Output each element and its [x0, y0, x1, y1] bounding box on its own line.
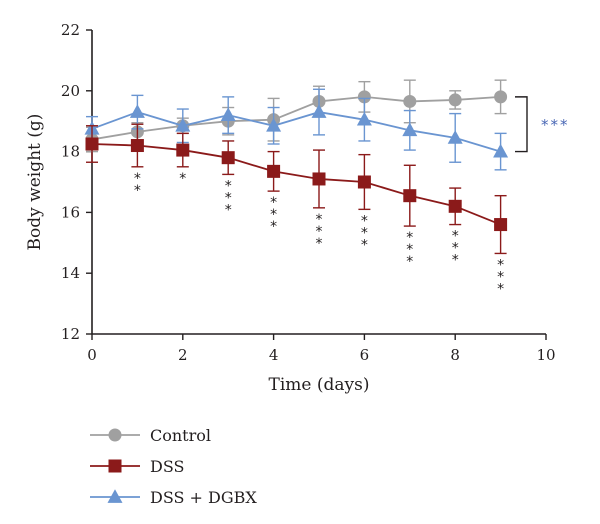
significance-star: *	[270, 207, 277, 223]
legend-swatch-marker	[107, 489, 123, 503]
y-tick-label: 16	[61, 203, 80, 221]
data-point	[357, 175, 371, 189]
significance-star: *	[497, 257, 504, 273]
data-point	[267, 164, 281, 178]
data-point	[494, 218, 508, 232]
data-point	[176, 143, 190, 157]
data-point	[447, 130, 463, 144]
significance-star: *	[225, 190, 232, 206]
data-point	[402, 122, 418, 137]
legend-swatch-marker	[108, 428, 122, 442]
significance-star: *	[406, 254, 413, 270]
significance-marker: ***	[452, 229, 459, 269]
legend-label: DSS	[150, 457, 184, 476]
significance-marker: ***	[316, 212, 323, 252]
y-axis-title: Body weight (g)	[25, 114, 45, 251]
significance-bracket: ***	[515, 96, 570, 153]
significance-star: *	[452, 241, 459, 257]
significance-marker: ***	[225, 178, 232, 218]
bracket-label: ***	[541, 116, 570, 134]
data-point	[357, 90, 371, 104]
significance-marker: ***	[361, 213, 368, 253]
series-layer	[84, 79, 509, 255]
data-point	[312, 172, 326, 186]
data-point	[175, 117, 191, 132]
significance-star: *	[316, 224, 323, 240]
data-point	[311, 104, 327, 118]
legend-label: DSS + DGBX	[150, 488, 257, 507]
significance-star: *	[452, 229, 459, 245]
significance-marker: ***	[406, 230, 413, 270]
significance-marker: ***	[497, 257, 504, 297]
data-point	[448, 199, 462, 213]
data-point	[220, 107, 236, 121]
significance-star: *	[452, 253, 459, 269]
legend: Control DSS DSS + DGBX	[90, 426, 257, 507]
significance-star: *	[134, 183, 141, 199]
significance-marker: **	[134, 171, 141, 199]
significance-star: *	[361, 237, 368, 253]
data-point	[221, 151, 235, 165]
significance-layer: *** *** *** ****** ****** ***	[134, 171, 504, 298]
series-dss	[85, 123, 508, 255]
legend-item: DSS	[90, 457, 184, 476]
x-tick-label: 6	[360, 346, 370, 364]
x-tick-label: 10	[536, 346, 555, 364]
legend-item: DSS + DGBX	[90, 488, 257, 507]
y-tick-label: 20	[61, 82, 80, 100]
data-point	[493, 143, 509, 158]
y-tick-label: 12	[61, 325, 80, 343]
bracket-line	[515, 96, 528, 153]
significance-star: *	[361, 213, 368, 229]
significance-star: *	[270, 219, 277, 235]
y-tick-label: 18	[61, 143, 80, 161]
significance-star: *	[179, 171, 186, 187]
series-line	[91, 95, 501, 141]
x-tick-label: 4	[269, 346, 279, 364]
significance-marker: *	[179, 171, 186, 187]
y-tick-label: 14	[61, 264, 80, 282]
data-point	[85, 137, 99, 151]
x-axis-title: Time (days)	[269, 375, 370, 395]
significance-star: *	[406, 242, 413, 258]
data-point	[129, 104, 145, 118]
data-point	[403, 94, 417, 108]
significance-marker: ***	[270, 195, 277, 235]
significance-star: *	[316, 236, 323, 252]
axes: 12 14 16 18 20 22 0 2 4 6 8 10	[61, 21, 556, 364]
data-point	[494, 90, 508, 104]
x-tick-label: 2	[178, 346, 188, 364]
legend-item: Control	[90, 426, 211, 445]
data-point	[448, 93, 462, 107]
x-tick-label: 8	[450, 346, 460, 364]
significance-star: *	[406, 230, 413, 246]
significance-star: *	[225, 178, 232, 194]
data-point	[266, 117, 282, 132]
data-point	[403, 189, 417, 203]
significance-star: *	[497, 269, 504, 285]
y-tick-label: 22	[61, 21, 80, 39]
legend-label: Control	[150, 426, 211, 445]
x-tick-label: 0	[87, 346, 97, 364]
significance-star: *	[270, 195, 277, 211]
legend-swatch-marker	[108, 459, 122, 473]
significance-star: *	[361, 225, 368, 241]
significance-star: *	[134, 171, 141, 187]
data-point	[130, 139, 144, 153]
significance-star: *	[225, 202, 232, 218]
significance-star: *	[316, 212, 323, 228]
data-point	[356, 111, 372, 126]
significance-star: *	[497, 281, 504, 297]
series-line	[91, 111, 501, 153]
series-line	[91, 143, 501, 226]
